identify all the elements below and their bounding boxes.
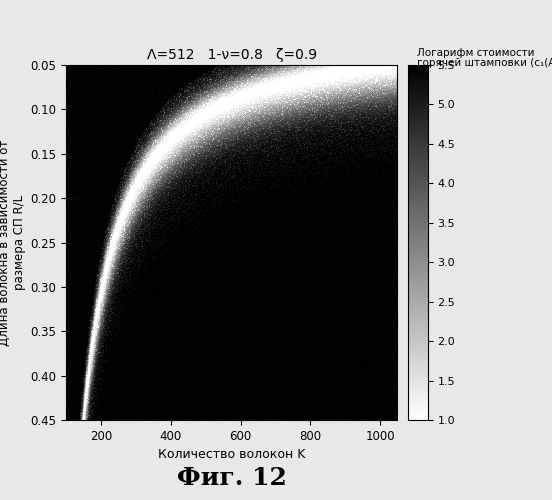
Text: Логарифм стоимости: Логарифм стоимости (417, 48, 534, 58)
Y-axis label: Длина волокна в зависимости от
размера СП R/L: Длина волокна в зависимости от размера С… (0, 140, 26, 346)
Text: горячей штамповки (c₁(A2,R,K)): горячей штамповки (c₁(A2,R,K)) (417, 58, 552, 68)
Text: Фиг. 12: Фиг. 12 (177, 466, 287, 490)
Title: Λ=512   1-ν=0.8   ζ=0.9: Λ=512 1-ν=0.8 ζ=0.9 (147, 48, 317, 62)
X-axis label: Количество волокон K: Количество волокон K (158, 448, 305, 462)
